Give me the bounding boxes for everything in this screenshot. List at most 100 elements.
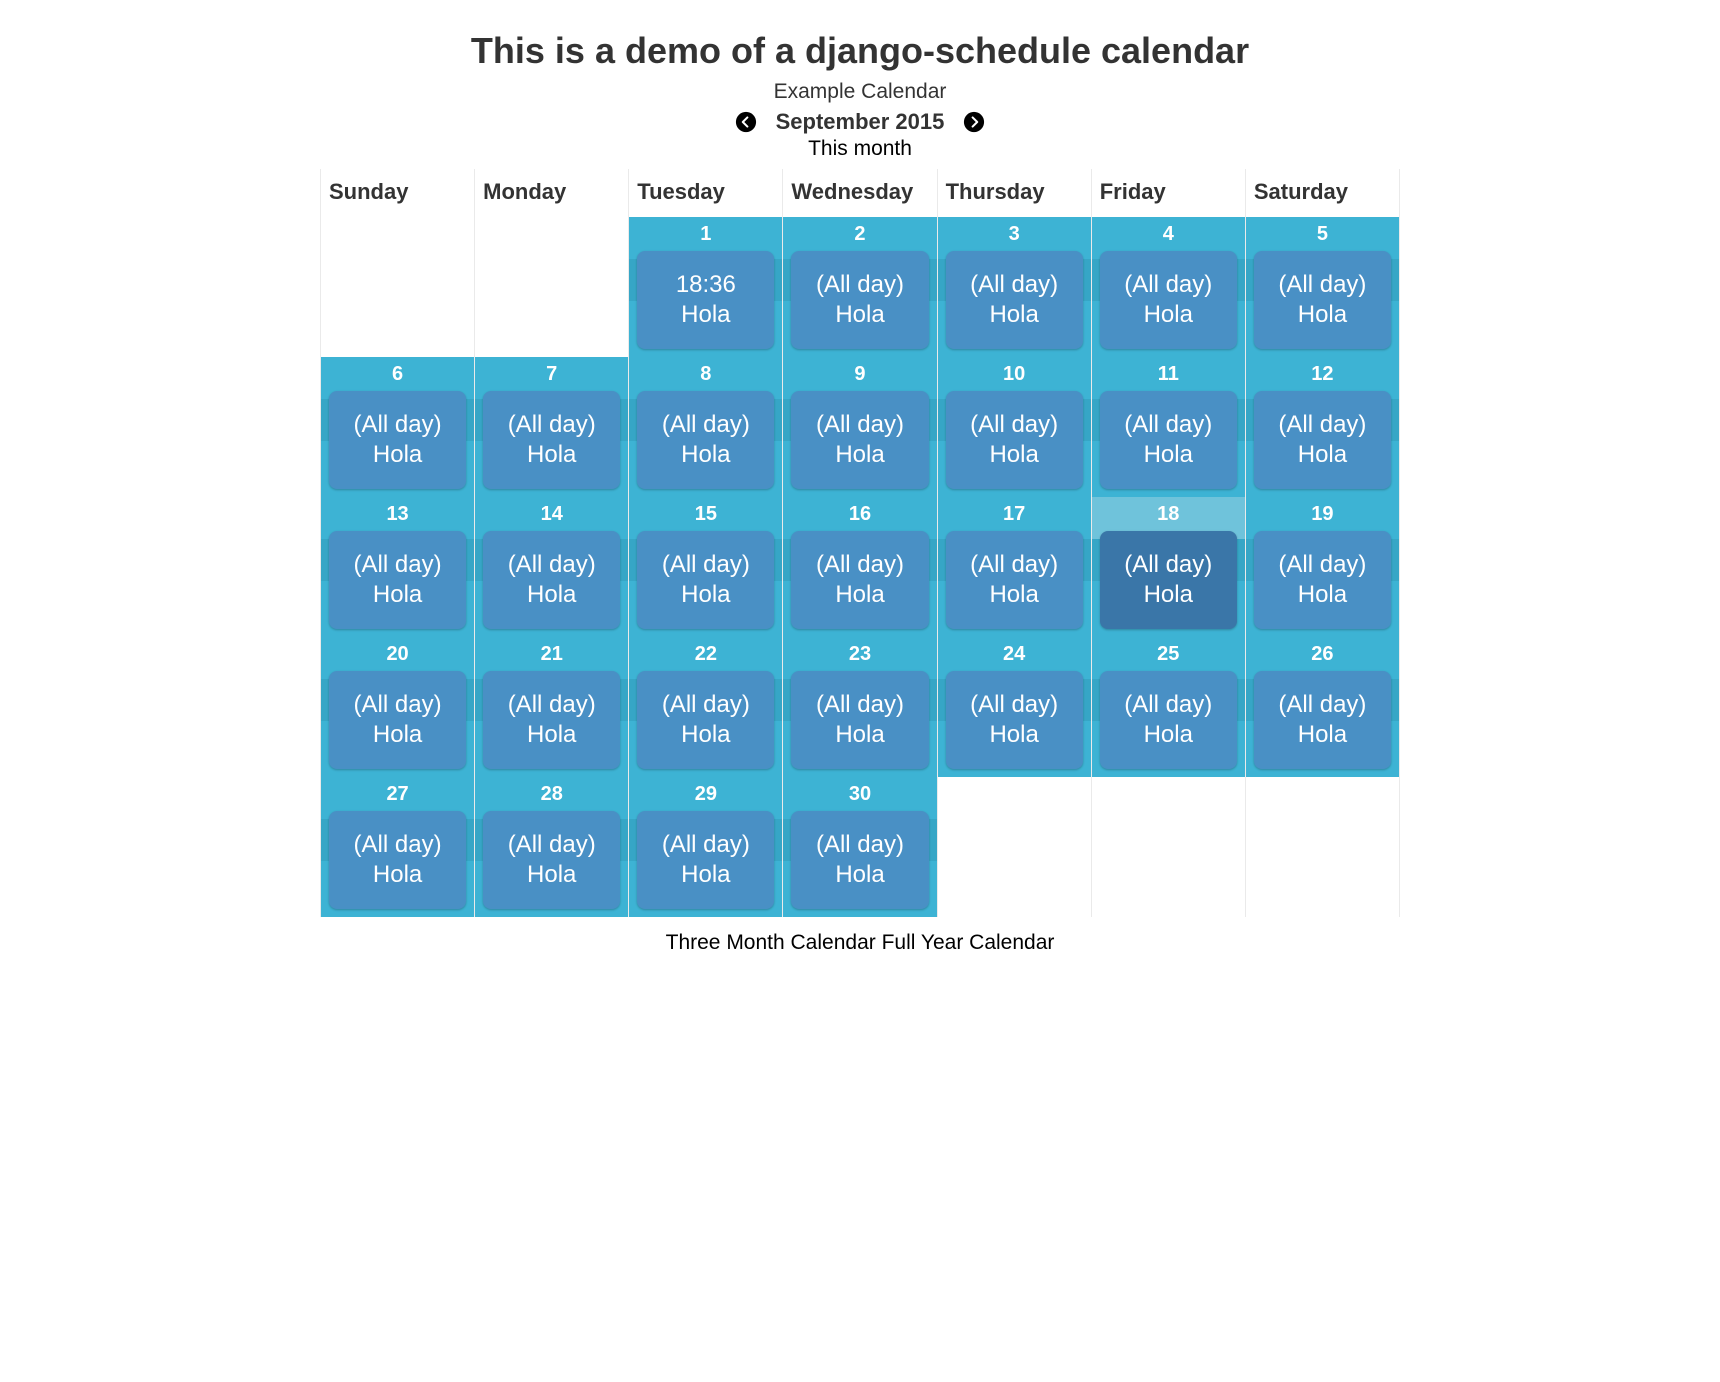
- next-month-button[interactable]: [963, 111, 985, 133]
- day-number: 24: [938, 637, 1091, 669]
- dayname-header: Monday: [475, 169, 629, 217]
- event-title: Hola: [483, 442, 620, 468]
- event-time: (All day): [791, 832, 928, 858]
- day-number: 5: [1246, 217, 1399, 249]
- day-cell[interactable]: 8(All day)Hola: [629, 357, 782, 497]
- event-title: Hola: [329, 862, 466, 888]
- calendar-event[interactable]: (All day)Hola: [637, 391, 774, 489]
- calendar-event[interactable]: (All day)Hola: [1100, 251, 1237, 349]
- day-number: 23: [783, 637, 936, 669]
- event-title: Hola: [791, 302, 928, 328]
- day-cell[interactable]: 4(All day)Hola: [1092, 217, 1245, 357]
- day-number: 28: [475, 777, 628, 809]
- calendar-event[interactable]: (All day)Hola: [329, 671, 466, 769]
- event-time: (All day): [329, 692, 466, 718]
- calendar-event[interactable]: (All day)Hola: [791, 671, 928, 769]
- day-cell[interactable]: 18(All day)Hola: [1092, 497, 1245, 637]
- day-number: 18: [1092, 497, 1245, 529]
- day-cell[interactable]: 25(All day)Hola: [1092, 637, 1245, 777]
- calendar-event[interactable]: (All day)Hola: [1254, 531, 1391, 629]
- day-cell[interactable]: 20(All day)Hola: [321, 637, 474, 777]
- calendar-event[interactable]: (All day)Hola: [1254, 391, 1391, 489]
- calendar-event[interactable]: (All day)Hola: [1254, 251, 1391, 349]
- calendar-event[interactable]: (All day) Hola: [946, 531, 1083, 629]
- day-cell[interactable]: 27(All day)Hola: [321, 777, 474, 917]
- day-cell[interactable]: 29(All day)Hola: [629, 777, 782, 917]
- event-title: Hola: [637, 582, 774, 608]
- day-cell[interactable]: 10(All day)Hola: [938, 357, 1091, 497]
- day-cell[interactable]: 28(All day)Hola: [475, 777, 628, 917]
- calendar-event[interactable]: (All day)Hola: [791, 531, 928, 629]
- arrow-left-circle-icon: [735, 111, 757, 133]
- day-cell[interactable]: 26(All day)Hola: [1246, 637, 1399, 777]
- day-number: 3: [938, 217, 1091, 249]
- calendar-event[interactable]: (All day)Hola: [329, 531, 466, 629]
- full-year-link[interactable]: Full Year Calendar: [882, 931, 1055, 954]
- day-number: 29: [629, 777, 782, 809]
- day-cell[interactable]: 9(All day)Hola: [783, 357, 936, 497]
- event-time: (All day): [329, 832, 466, 858]
- calendar-event[interactable]: (All day)Hola: [483, 811, 620, 909]
- calendar-event[interactable]: (All day) Hola: [483, 391, 620, 489]
- event-title: Hola: [946, 582, 1083, 608]
- event-title: Hola: [483, 582, 620, 608]
- event-title: Hola: [946, 442, 1083, 468]
- day-cell[interactable]: 17(All day)Hola: [938, 497, 1091, 637]
- day-cell[interactable]: 23(All day)Hola: [783, 637, 936, 777]
- day-number: 11: [1092, 357, 1245, 389]
- event-time: (All day): [791, 552, 928, 578]
- day-cell[interactable]: 19(All day)Hola: [1246, 497, 1399, 637]
- calendar-event[interactable]: (All day)Hola: [791, 391, 928, 489]
- calendar-event[interactable]: (All day)Hola: [637, 671, 774, 769]
- calendar-event[interactable]: (All day)Hola: [946, 251, 1083, 349]
- day-cell[interactable]: 22(All day)Hola: [629, 637, 782, 777]
- day-cell[interactable]: 3(All day)Hola: [938, 217, 1091, 357]
- calendar-event[interactable]: (All day) Hola: [946, 391, 1083, 489]
- calendar-event[interactable]: (All day)Hola: [946, 671, 1083, 769]
- day-cell[interactable]: 24(All day)Hola: [938, 637, 1091, 777]
- day-number: 30: [783, 777, 936, 809]
- event-time: (All day): [1254, 412, 1391, 438]
- event-time: (All day): [946, 412, 1083, 438]
- calendar-event[interactable]: (All day) Hola: [329, 811, 466, 909]
- dayname-header: Thursday: [937, 169, 1091, 217]
- day-cell[interactable]: 13(All day)Hola: [321, 497, 474, 637]
- event-time: (All day): [946, 552, 1083, 578]
- month-label: September 2015: [776, 109, 945, 135]
- event-title: Hola: [1254, 722, 1391, 748]
- day-cell[interactable]: 7(All day)Hola: [475, 357, 628, 497]
- event-time: (All day): [1100, 552, 1237, 578]
- day-cell[interactable]: 16(All day)Hola: [783, 497, 936, 637]
- event-title: Hola: [946, 722, 1083, 748]
- calendar-event[interactable]: (All day)Hola: [329, 391, 466, 489]
- day-cell[interactable]: 15(All day)Hola: [629, 497, 782, 637]
- day-cell[interactable]: 6(All day)Hola: [321, 357, 474, 497]
- day-cell[interactable]: 12(All day)Hola: [1246, 357, 1399, 497]
- calendar-event[interactable]: (All day)Hola: [483, 531, 620, 629]
- dayname-header: Friday: [1091, 169, 1245, 217]
- calendar-event[interactable]: (All day)Hola: [637, 811, 774, 909]
- three-month-link[interactable]: Three Month Calendar: [666, 931, 876, 954]
- day-cell[interactable]: 11(All day)Hola: [1092, 357, 1245, 497]
- day-cell[interactable]: 21(All day)Hola: [475, 637, 628, 777]
- calendar-event[interactable]: (All day)Hola: [791, 251, 928, 349]
- day-cell[interactable]: 2(All day)Hola: [783, 217, 936, 357]
- calendar-event[interactable]: (All day)Hola: [1254, 671, 1391, 769]
- event-time: (All day): [329, 412, 466, 438]
- event-time: (All day): [483, 692, 620, 718]
- calendar-event[interactable]: (All day)Hola: [1100, 671, 1237, 769]
- calendar-event[interactable]: (All day)Hola: [1100, 531, 1237, 629]
- this-month-link[interactable]: This month: [808, 137, 912, 160]
- day-cell[interactable]: 118:36Hola: [629, 217, 782, 357]
- calendar-event[interactable]: (All day)Hola: [791, 811, 928, 909]
- calendar-event[interactable]: (All day)Hola: [637, 531, 774, 629]
- calendar-event[interactable]: (All day)Hola: [483, 671, 620, 769]
- day-cell[interactable]: 14(All day)Hola: [475, 497, 628, 637]
- day-cell-empty: [938, 777, 1091, 917]
- day-cell[interactable]: 5(All day)Hola: [1246, 217, 1399, 357]
- day-cell[interactable]: 30(All day)Hola: [783, 777, 936, 917]
- event-time: (All day): [483, 412, 620, 438]
- calendar-event[interactable]: 18:36Hola: [637, 251, 774, 349]
- calendar-event[interactable]: (All day)Hola: [1100, 391, 1237, 489]
- prev-month-button[interactable]: [735, 111, 757, 133]
